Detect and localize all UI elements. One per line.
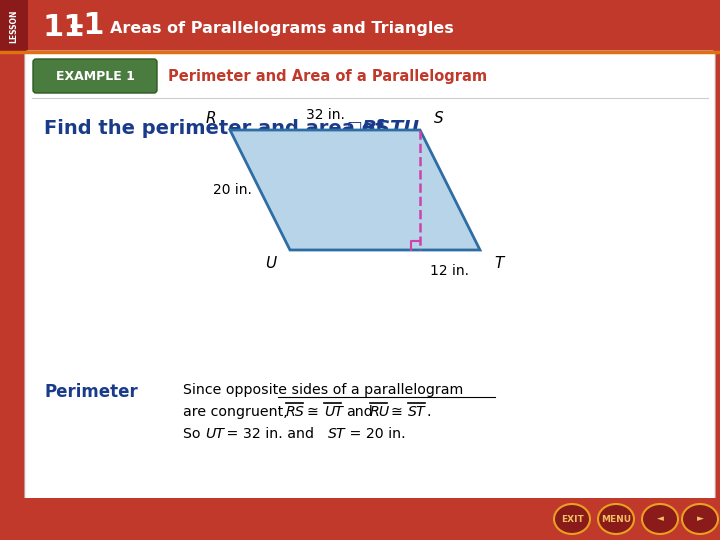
- Text: are congruent,: are congruent,: [183, 405, 288, 419]
- Text: 11: 11: [42, 14, 84, 43]
- Text: UT: UT: [205, 427, 224, 441]
- Text: 32 in.: 32 in.: [305, 108, 344, 122]
- Text: LESSON: LESSON: [9, 9, 19, 43]
- Text: = 32 in. and: = 32 in. and: [222, 427, 318, 441]
- FancyBboxPatch shape: [25, 51, 715, 501]
- Text: 20 in.: 20 in.: [212, 183, 251, 197]
- Text: MENU: MENU: [601, 515, 631, 523]
- Text: EXAMPLE 1: EXAMPLE 1: [55, 70, 135, 83]
- Text: ST: ST: [408, 405, 426, 419]
- Text: 12 in.: 12 in.: [431, 264, 469, 278]
- FancyBboxPatch shape: [33, 59, 157, 93]
- Ellipse shape: [598, 504, 634, 534]
- Text: ≅: ≅: [390, 405, 402, 419]
- Text: Perimeter: Perimeter: [44, 383, 138, 401]
- Text: and: and: [346, 405, 373, 419]
- Text: □: □: [346, 119, 361, 137]
- Text: Since opposite sides of a parallelogram: Since opposite sides of a parallelogram: [183, 383, 463, 397]
- Bar: [0, 0, 720, 52]
- Text: S: S: [434, 111, 444, 126]
- Text: –1: –1: [68, 11, 104, 40]
- Text: Perimeter and Area of a Parallelogram: Perimeter and Area of a Parallelogram: [168, 69, 487, 84]
- Text: So: So: [183, 427, 205, 441]
- Text: Find the perimeter and area of: Find the perimeter and area of: [44, 118, 384, 138]
- Text: RSTU: RSTU: [362, 118, 420, 138]
- Text: Areas of Parallelograms and Triangles: Areas of Parallelograms and Triangles: [110, 21, 454, 36]
- Text: T: T: [494, 256, 503, 271]
- Ellipse shape: [682, 504, 718, 534]
- Bar: [0, 498, 720, 540]
- Text: RS: RS: [286, 405, 305, 419]
- Text: ►: ►: [696, 515, 703, 523]
- Text: ≅: ≅: [306, 405, 318, 419]
- Text: = 20 in.: = 20 in.: [345, 427, 405, 441]
- Text: U: U: [265, 256, 276, 271]
- Text: .: .: [416, 118, 423, 138]
- Ellipse shape: [642, 504, 678, 534]
- Text: RU: RU: [370, 405, 390, 419]
- Text: R: R: [205, 111, 216, 126]
- Polygon shape: [230, 130, 480, 250]
- Text: ◄: ◄: [657, 515, 663, 523]
- Text: UT: UT: [324, 405, 343, 419]
- Text: .: .: [427, 405, 431, 419]
- Text: ST: ST: [328, 427, 346, 441]
- Ellipse shape: [554, 504, 590, 534]
- Bar: [0, 0, 28, 52]
- Text: EXIT: EXIT: [561, 515, 583, 523]
